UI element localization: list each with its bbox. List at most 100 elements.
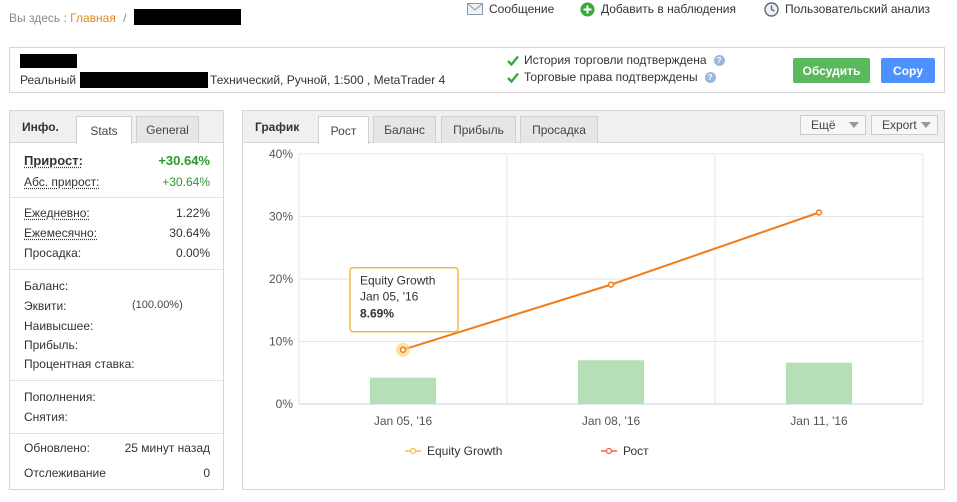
help-icon[interactable]: ?	[713, 54, 725, 66]
legend-marker	[409, 447, 417, 455]
daily-value: 1.22%	[175, 206, 210, 220]
gain-row: Прирост: +30.64%	[24, 153, 210, 169]
tracking-row: Отслеживание 0	[24, 466, 210, 482]
drawdown-value: 0.00%	[175, 246, 210, 260]
divider	[10, 269, 223, 270]
legend-marker	[605, 447, 613, 455]
envelope-icon	[467, 3, 483, 15]
balance-row: Баланс:	[24, 279, 210, 295]
abs-gain-label: Абс. прирост:	[24, 175, 100, 189]
tooltip-date: Jan 05, '16	[360, 290, 419, 304]
tab-stats[interactable]: Stats	[76, 116, 132, 144]
y-tick-label: 30%	[269, 210, 293, 224]
verified-rights: Торговые права подтверждены ?	[507, 70, 716, 84]
x-tick-label: Jan 11, '16	[790, 414, 848, 428]
tab-balance[interactable]: Баланс	[373, 116, 436, 143]
analysis-label: Пользовательский анализ	[785, 2, 931, 16]
balance-label: Баланс:	[24, 279, 69, 293]
account-summary: Реальный Технический, Ручной, 1:500 , Me…	[20, 72, 445, 88]
drawdown-row: Просадка: 0.00%	[24, 246, 210, 262]
caret-down-icon	[849, 122, 859, 128]
y-tick-label: 20%	[269, 272, 293, 286]
monthly-value: 30.64%	[169, 226, 210, 240]
bar	[370, 377, 436, 404]
check-icon	[507, 72, 519, 83]
divider	[10, 197, 223, 198]
chart-title: График	[255, 120, 300, 134]
verified-history-label: История торговли подтверждена	[524, 53, 707, 67]
account-header: Реальный Технический, Ручной, 1:500 , Me…	[9, 47, 945, 93]
bar	[786, 362, 852, 404]
legend-label: Рост	[623, 444, 649, 458]
profit-label: Прибыль:	[24, 338, 79, 352]
tooltip-title: Equity Growth	[360, 274, 435, 288]
y-tick-label: 40%	[269, 147, 293, 161]
more-dropdown[interactable]: Ещё	[800, 115, 866, 135]
plus-circle-icon	[580, 2, 595, 16]
y-tick-label: 10%	[269, 335, 293, 349]
info-panel: Инфо. Stats General Прирост: +30.64% Абс…	[9, 110, 224, 490]
clock-icon	[764, 1, 779, 17]
account-type: Реальный	[20, 73, 77, 87]
account-details: Технический, Ручной, 1:500 , MetaTrader …	[210, 73, 446, 87]
tab-general[interactable]: General	[136, 116, 199, 143]
tab-profit[interactable]: Прибыль	[441, 116, 516, 143]
gain-label: Прирост:	[24, 153, 83, 168]
more-label: Ещё	[811, 118, 836, 132]
legend-label: Equity Growth	[427, 444, 502, 458]
tooltip-box	[349, 266, 459, 333]
tracking-label: Отслеживание	[24, 466, 106, 480]
updated-value: 25 минут назад	[124, 441, 210, 455]
deposits-label: Пополнения:	[24, 390, 96, 404]
export-dropdown[interactable]: Export	[871, 115, 938, 135]
breadcrumb-separator: /	[123, 11, 127, 25]
equity-label: Эквити:	[24, 299, 67, 313]
redacted-account-title	[20, 54, 77, 68]
gain-value: +30.64%	[158, 153, 210, 168]
divider	[10, 380, 223, 381]
discuss-button[interactable]: Обсудить	[793, 58, 870, 83]
caret-down-icon	[921, 122, 931, 128]
y-tick-label: 0%	[276, 397, 294, 411]
breadcrumb-home-link[interactable]: Главная	[70, 11, 116, 25]
growth-chart[interactable]: 0% 10% 20% 30% 40% Jan 05, '16 Jan 08, '16 Jan …	[243, 143, 944, 489]
deposits-row: Пополнения:	[24, 390, 210, 406]
copy-button[interactable]: Copy	[881, 58, 935, 83]
top-bar: Вы здесь : Главная / Сообщение Добавить …	[0, 0, 957, 34]
message-label: Сообщение	[489, 2, 555, 16]
line-point	[607, 281, 615, 288]
chart-panel: График Рост Баланс Прибыль Просадка Ещё …	[242, 110, 945, 490]
bar	[578, 360, 644, 404]
drawdown-label: Просадка:	[24, 246, 82, 260]
withdrawals-label: Снятия:	[24, 410, 68, 424]
breadcrumb: Вы здесь : Главная /	[9, 9, 241, 25]
verified-history: История торговли подтверждена ?	[507, 53, 725, 67]
equity-percent: (100.00%)	[132, 299, 183, 311]
message-link[interactable]: Сообщение	[467, 0, 554, 18]
watch-label: Добавить в наблюдения	[601, 2, 736, 16]
verified-rights-label: Торговые права подтверждены	[524, 70, 698, 84]
tab-drawdown[interactable]: Просадка	[520, 116, 598, 143]
info-panel-header: Инфо. Stats General	[10, 111, 223, 144]
export-label: Export	[882, 118, 917, 132]
chart-panel-header: График Рост Баланс Прибыль Просадка Ещё …	[243, 111, 944, 144]
custom-analysis-link[interactable]: Пользовательский анализ	[764, 0, 930, 18]
redacted-account-name	[133, 9, 241, 25]
breadcrumb-prefix: Вы здесь :	[9, 11, 67, 25]
line-series	[402, 211, 820, 351]
line-point	[399, 346, 407, 353]
x-tick-label: Jan 08, '16	[582, 414, 641, 428]
add-to-watchlist-link[interactable]: Добавить в наблюдения	[580, 0, 736, 18]
divider	[10, 433, 223, 434]
tab-growth[interactable]: Рост	[318, 116, 369, 144]
abs-gain-value: +30.64%	[162, 175, 210, 189]
equity-row: Эквити: (100.00%)	[24, 299, 210, 315]
profit-row: Прибыль:	[24, 338, 210, 354]
daily-label: Ежедневно:	[24, 206, 90, 220]
interest-row: Процентная ставка:	[24, 357, 210, 373]
daily-row: Ежедневно: 1.22%	[24, 206, 210, 222]
help-icon[interactable]: ?	[704, 71, 716, 83]
highest-row: Наивысшее:	[24, 319, 210, 335]
tooltip-value: 8.69%	[360, 307, 394, 321]
monthly-row: Ежемесячно: 30.64%	[24, 226, 210, 242]
